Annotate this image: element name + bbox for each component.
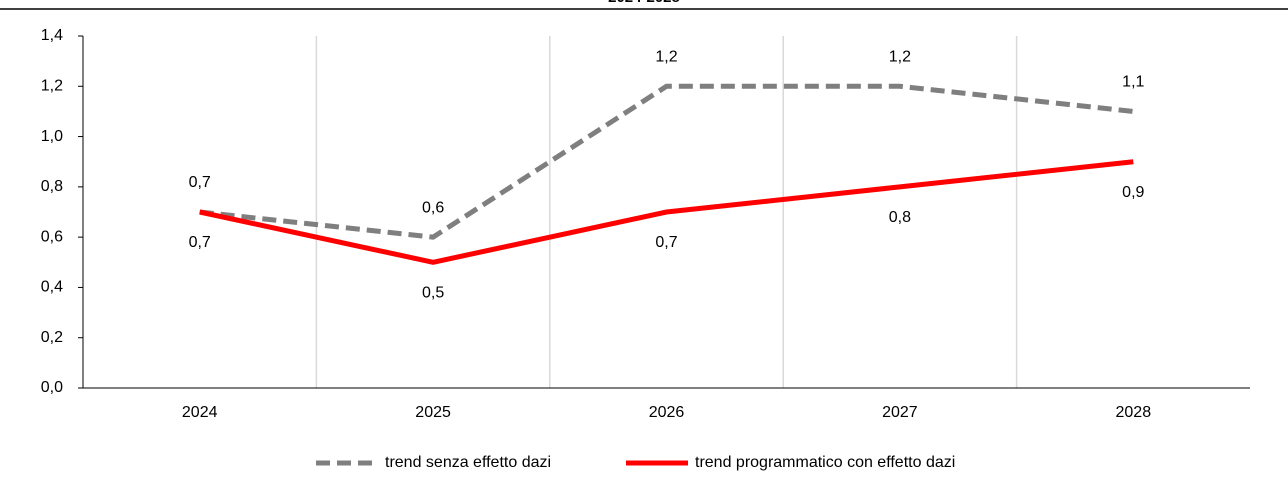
- data-label: 1,2: [889, 49, 911, 66]
- y-tick-label: 1,2: [41, 78, 63, 95]
- x-tick-label: 2028: [1116, 404, 1152, 421]
- x-tick-label: 2026: [649, 404, 685, 421]
- legend-label: trend senza effetto dazi: [385, 454, 551, 471]
- data-label: 0,7: [189, 174, 211, 191]
- series-line: [199, 159, 1134, 265]
- y-tick-label: 0,8: [41, 178, 63, 195]
- series-line: [199, 83, 1134, 240]
- data-label: 0,5: [422, 285, 444, 302]
- data-label: 1,1: [1122, 74, 1144, 91]
- x-tick-label: 2024: [182, 404, 218, 421]
- y-tick-label: 0,0: [41, 379, 63, 396]
- x-tick-label: 2027: [882, 404, 918, 421]
- data-label: 1,2: [655, 49, 677, 66]
- y-tick-label: 0,2: [41, 329, 63, 346]
- data-label: 0,7: [189, 234, 211, 251]
- y-tick-label: 0,6: [41, 228, 63, 245]
- chart-title: 2024-2028: [608, 0, 680, 6]
- legend-label: trend programmatico con effetto dazi: [695, 454, 955, 471]
- data-label: 0,8: [889, 209, 911, 226]
- y-tick-label: 0,4: [41, 279, 63, 296]
- data-label: 0,9: [1122, 184, 1144, 201]
- y-tick-label: 1,0: [41, 128, 63, 145]
- y-tick-label: 1,4: [41, 27, 63, 44]
- data-label: 0,7: [655, 234, 677, 251]
- x-tick-label: 2025: [415, 404, 451, 421]
- data-label: 0,6: [422, 199, 444, 216]
